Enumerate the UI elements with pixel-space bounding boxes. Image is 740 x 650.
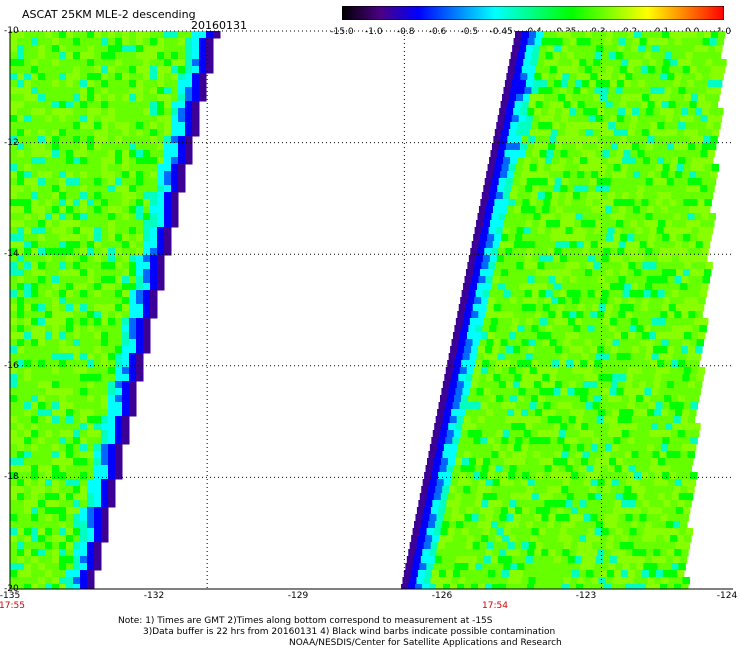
- colorbar-label: -1.0: [365, 27, 383, 37]
- lat-tick-label: -12: [4, 137, 19, 148]
- lat-tick-label: -18: [4, 472, 19, 483]
- lat-tick-label: -10: [4, 26, 19, 36]
- note-line-1: Note: 1) Times are GMT 2)Times along bot…: [118, 616, 493, 626]
- colorbar-label: -15.0: [330, 27, 354, 37]
- colorbar: [342, 6, 724, 20]
- lat-tick-label: -14: [4, 249, 19, 260]
- lat-tick-label: -20: [4, 584, 19, 594]
- map-date: 20160131: [191, 19, 247, 32]
- colorbar-gradient: [342, 6, 724, 20]
- colorbar-label: -0.5: [460, 27, 479, 37]
- pass-time-right: 17:54: [482, 601, 508, 611]
- lon-tick-label: -129: [287, 591, 309, 601]
- lon-tick-label: -126: [431, 591, 453, 601]
- note-line-3: NOAA/NESDIS/Center for Satellite Applica…: [289, 638, 562, 648]
- map-title: ASCAT 25KM MLE-2 descending: [22, 8, 196, 21]
- lon-tick-label: -123: [575, 591, 597, 601]
- pass-time-left: 17:55: [0, 601, 25, 611]
- colorbar-label: -0.45: [489, 27, 513, 37]
- lon-tick-label: -124: [716, 591, 738, 601]
- note-line-2: 3)Data buffer is 22 hrs from 20160131 4)…: [143, 627, 556, 637]
- colorbar-label: -0.8: [396, 27, 415, 37]
- lon-tick-label: -135: [0, 591, 21, 601]
- lon-tick-label: -132: [143, 591, 165, 601]
- colorbar-label: -0.6: [428, 27, 447, 37]
- lat-tick-label: -16: [4, 360, 19, 371]
